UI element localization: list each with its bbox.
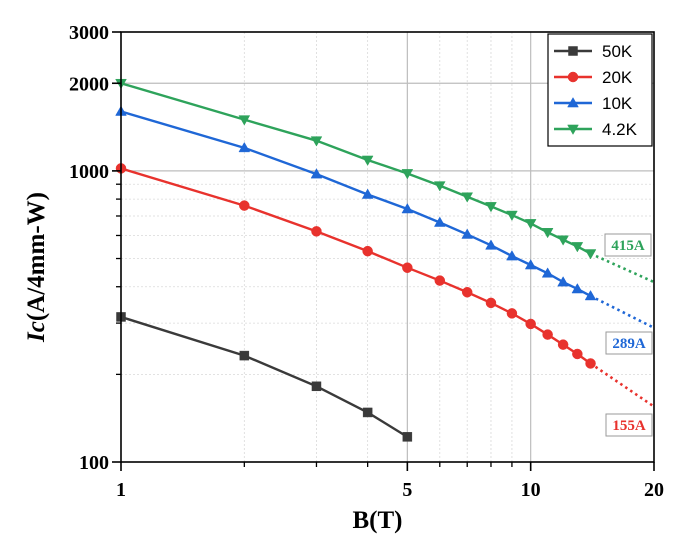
data-point-triangle-down xyxy=(571,242,584,253)
data-point-square xyxy=(402,432,413,442)
data-point-square xyxy=(311,381,322,392)
data-point-triangle-up xyxy=(433,216,446,227)
data-point-circle xyxy=(311,226,322,237)
data-point-triangle-up xyxy=(461,228,474,239)
data-point-circle xyxy=(434,275,446,286)
y-tick-label: 3000 xyxy=(69,22,109,44)
data-point-triangle-up xyxy=(541,267,554,278)
x-tick-label: 10 xyxy=(521,479,541,501)
x-tick-label: 1 xyxy=(116,479,126,501)
data-point-circle xyxy=(567,71,579,83)
data-point-triangle-down xyxy=(485,202,497,213)
data-point-square xyxy=(568,46,578,56)
axes: 100 1000 2000 3000 1 5 10 20 xyxy=(69,22,664,501)
data-point-circle xyxy=(585,358,596,369)
data-point-triangle-up xyxy=(567,97,579,108)
legend-entry: 50K xyxy=(554,42,633,61)
annotation-label: 289A xyxy=(612,336,646,352)
annotation-label: 155A xyxy=(612,418,646,434)
data-point-square xyxy=(239,350,250,361)
data-point-triangle-down xyxy=(461,192,474,203)
data-point-triangle-down xyxy=(584,249,597,260)
data-point-triangle-up xyxy=(571,283,584,294)
data-point-triangle-up xyxy=(557,276,569,287)
data-point-triangle-down xyxy=(506,210,518,221)
data-point-circle xyxy=(557,339,569,350)
series-10KK xyxy=(115,105,655,329)
x-axis-title: B(T) xyxy=(353,507,403,534)
annotation-box xyxy=(605,413,653,437)
annotation-415A: 415A xyxy=(604,233,652,257)
legend-label: 50K xyxy=(602,42,633,61)
data-point-triangle-down xyxy=(541,228,554,239)
data-point-triangle-up xyxy=(361,188,374,199)
legend-box xyxy=(547,33,653,147)
data-point-triangle-down xyxy=(238,115,251,126)
data-point-circle xyxy=(239,200,250,211)
data-point-triangle-down xyxy=(310,136,323,147)
series-line xyxy=(120,110,592,297)
data-point-triangle-down xyxy=(557,235,569,246)
data-point-circle xyxy=(525,318,536,330)
annotation-289A: 289A xyxy=(605,331,653,355)
y-tick-label: 2000 xyxy=(69,73,109,95)
data-point-circle xyxy=(485,297,497,309)
y-tick-label: 100 xyxy=(79,452,109,474)
legend-label: 4.2K xyxy=(602,120,638,139)
series-4-2KK xyxy=(115,78,655,284)
legend-entry: 10K xyxy=(554,94,633,113)
data-point-triangle-up xyxy=(401,203,414,214)
extrapolation-line xyxy=(589,362,655,408)
legend-entry: 20K xyxy=(554,68,633,87)
y-axis-title-italic: Ic xyxy=(23,321,50,343)
legend-entry: 4.2K xyxy=(554,120,638,139)
data-point-triangle-down xyxy=(401,169,414,180)
data-point-circle xyxy=(542,329,553,340)
y-tick-label: 1000 xyxy=(69,161,109,183)
data-point-triangle-up xyxy=(485,239,497,250)
data-point-square xyxy=(362,407,373,418)
data-point-triangle-down xyxy=(567,124,579,135)
plot-frame xyxy=(120,31,655,463)
data-point-circle xyxy=(461,286,473,298)
x-tick-label: 20 xyxy=(644,479,664,501)
data-point-triangle-up xyxy=(310,168,323,179)
annotation-155A: 155A xyxy=(605,413,653,437)
data-point-circle xyxy=(506,308,518,319)
annotation-label: 415A xyxy=(611,238,645,254)
data-point-triangle-up xyxy=(506,250,518,261)
legend: 50K 20K 10K 4.2K xyxy=(547,33,653,147)
data-point-triangle-down xyxy=(361,155,374,166)
x-tick-label: 5 xyxy=(402,479,412,501)
data-point-triangle-down xyxy=(433,181,446,192)
legend-label: 20K xyxy=(602,68,633,87)
data-point-triangle-up xyxy=(584,290,597,301)
data-point-triangle-up xyxy=(238,141,251,153)
data-point-triangle-up xyxy=(524,259,537,270)
annotations: 155A 289A 415A xyxy=(604,233,653,437)
data-point-triangle-down xyxy=(524,219,537,230)
data-point-circle xyxy=(572,348,583,360)
data-point-circle xyxy=(402,262,413,273)
y-axis-title-unit: (A/4mm-W) xyxy=(23,192,50,321)
annotation-box xyxy=(604,233,652,257)
y-axis-title: Ic(A/4mm-W) xyxy=(23,192,50,343)
data-point-circle xyxy=(362,245,373,257)
legend-label: 10K xyxy=(602,94,633,113)
annotation-box xyxy=(605,331,653,355)
